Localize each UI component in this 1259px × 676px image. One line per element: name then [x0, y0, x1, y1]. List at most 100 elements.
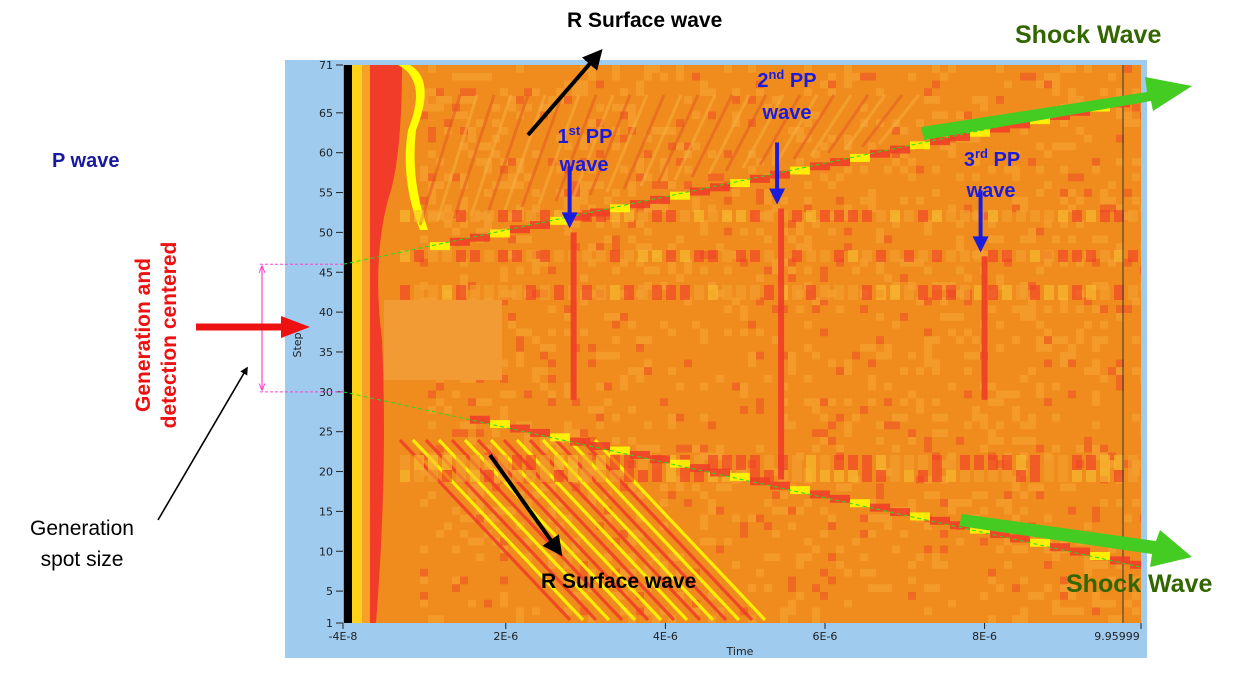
heatmap-cell: [524, 429, 532, 437]
heatmap-cell: [788, 274, 796, 282]
heatmap-cell: [436, 382, 444, 391]
heatmap-cell: [1100, 235, 1108, 244]
wave-streak: [860, 94, 904, 148]
heatmap-cell: [636, 173, 644, 182]
heatmap-cell: [740, 227, 748, 236]
wave-streak: [843, 94, 887, 151]
heatmap-cell: [436, 96, 444, 104]
heatmap-cell: [684, 181, 692, 189]
stripe-cell: [470, 250, 480, 262]
heatmap-cell: [844, 72, 852, 81]
heatmap-cell: [588, 344, 596, 352]
heatmap-cell: [908, 437, 916, 445]
stripe-cell: [834, 470, 844, 482]
heatmap-cell: [524, 173, 532, 182]
heatmap-cell: [1116, 111, 1124, 120]
heatmap-cell: [420, 103, 428, 112]
heatmap-cell: [724, 65, 732, 73]
stripe-cell: [484, 285, 494, 300]
heatmap-cell: [796, 158, 804, 166]
pp1-wave-word: wave: [559, 154, 609, 176]
heatmap-cell: [620, 483, 628, 492]
heatmap-cell: [988, 189, 996, 197]
heatmap-cell: [836, 413, 844, 422]
heatmap-cell: [1076, 305, 1084, 313]
heatmap-cell: [900, 413, 908, 422]
wave-streak: [673, 94, 717, 181]
stripe-cell: [582, 455, 592, 470]
heatmap-cell: [1012, 615, 1020, 623]
stripe-cell: [904, 285, 914, 300]
heatmap-cell: [1084, 189, 1092, 197]
heatmap-cell: [1084, 444, 1092, 453]
heatmap-cell: [428, 173, 436, 182]
heatmap-cell: [492, 119, 500, 127]
heatmap-cell: [852, 413, 860, 422]
heatmap-cell: [612, 65, 620, 73]
heatmap-cell: [612, 189, 620, 197]
heatmap-cell: [1116, 243, 1124, 251]
heatmap-cell: [724, 537, 732, 546]
heatmap-cell: [580, 88, 588, 96]
stripe-cell: [1044, 455, 1054, 470]
heatmap-cell: [836, 545, 844, 554]
heatmap-cell: [492, 475, 500, 484]
stripe-cell: [960, 455, 970, 470]
heatmap-cell: [588, 359, 596, 368]
heatmap-cell: [1020, 615, 1028, 623]
heatmap-cell: [420, 545, 428, 554]
heatmap-cell: [1076, 220, 1084, 228]
heatmap-cell: [564, 80, 572, 89]
heatmap-cell: [500, 127, 508, 135]
stripe-cell: [554, 210, 564, 222]
stripe-cell: [1002, 210, 1012, 222]
heatmap-cell: [460, 274, 468, 282]
heatmap-cell: [588, 119, 596, 127]
shock-front-cell: [630, 200, 650, 209]
heatmap-cell: [580, 80, 588, 89]
heatmap-cell: [876, 266, 884, 275]
stripe-cell: [736, 210, 746, 222]
stripe-cell: [876, 455, 886, 470]
heatmap-cell: [1092, 444, 1100, 453]
heatmap-cell: [788, 220, 796, 228]
heatmap-cell: [716, 545, 724, 554]
heatmap-cell: [476, 227, 484, 236]
heatmap-cell: [660, 72, 668, 81]
heatmap-cell: [548, 390, 556, 399]
heatmap-cell: [500, 181, 508, 189]
stripe-cell: [470, 210, 480, 222]
shock-front-cell: [930, 137, 950, 146]
stripe-cell: [456, 285, 466, 300]
heatmap-cell: [844, 134, 852, 143]
stripe-cell: [694, 250, 704, 262]
shock-front-cell: [730, 472, 750, 481]
heatmap-cell: [452, 545, 460, 554]
stripe-cell: [890, 210, 900, 222]
heatmap-cell: [588, 181, 596, 189]
heatmap-cell: [628, 235, 636, 244]
heatmap-cell: [508, 173, 516, 182]
heatmap-cell: [1028, 413, 1036, 422]
heatmap-cell: [548, 328, 556, 337]
heatmap-cell: [908, 561, 916, 569]
heatmap-cell: [604, 313, 612, 321]
stripe-cell: [442, 285, 452, 300]
heatmap-cell: [692, 204, 700, 213]
stripe-cell: [834, 210, 844, 222]
heatmap-cell: [572, 88, 580, 96]
heatmap-cell: [812, 305, 820, 313]
heatmap-cell: [1132, 592, 1140, 600]
heatmap-cell: [676, 72, 684, 81]
heatmap-cell: [900, 150, 908, 158]
heatmap-cell: [1020, 437, 1028, 445]
heatmap-cell: [1124, 111, 1132, 120]
heatmap-cell: [756, 80, 764, 89]
heatmap-cell: [580, 181, 588, 189]
heatmap-cell: [828, 359, 836, 368]
stripe-cell: [834, 285, 844, 300]
heatmap-cell: [460, 421, 468, 430]
heatmap-cell: [812, 111, 820, 120]
heatmap-cell: [668, 127, 676, 135]
stripe-cell: [1030, 455, 1040, 470]
